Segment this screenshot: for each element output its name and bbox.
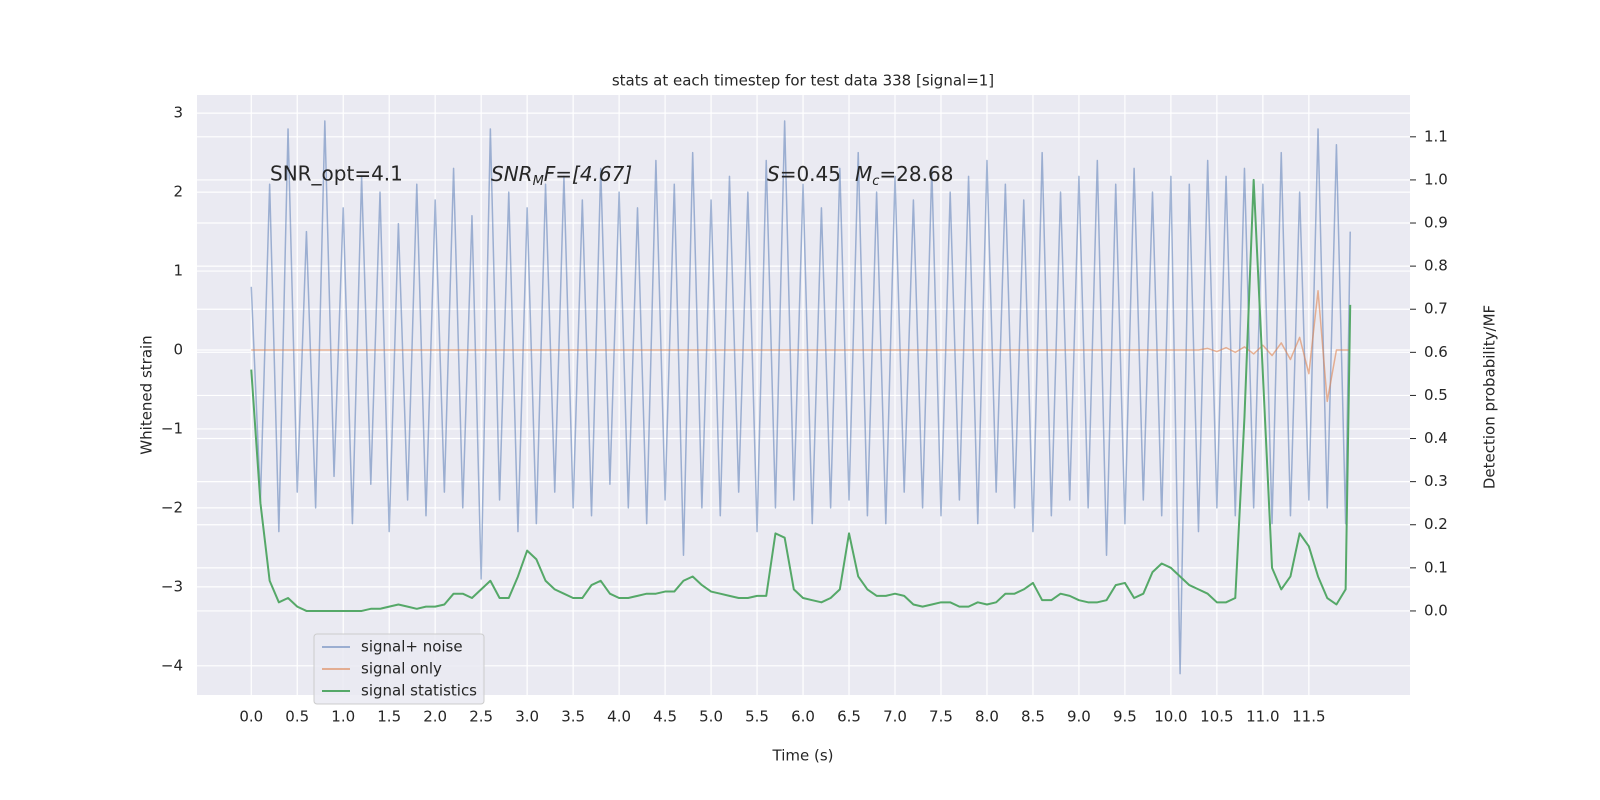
x-tick-label: 6.0	[791, 708, 815, 726]
x-tick-label: 9.5	[1113, 708, 1137, 726]
x-tick-label: 4.0	[607, 708, 631, 726]
y2-tick-label: 0.0	[1424, 601, 1448, 619]
y2-tick-label: 0.3	[1424, 472, 1448, 490]
y2-tick-label: 0.8	[1424, 257, 1448, 275]
y-tick-label: −4	[161, 656, 183, 674]
x-tick-label: 0.5	[285, 708, 309, 726]
legend: signal+ noise signal only signal statistic…	[313, 633, 485, 705]
y2-axis-label: Detection probability/MF	[1481, 305, 1499, 489]
annotation-part: =0.45	[780, 162, 841, 186]
x-tick-label: 3.5	[561, 708, 585, 726]
series-line	[250, 178, 1352, 612]
x-tick-label: 1.0	[331, 708, 355, 726]
annotation-part: M	[533, 174, 544, 189]
y-tick-label: 2	[173, 183, 183, 201]
annotation-part: SNR	[491, 162, 533, 186]
y-axis-label: Whitened strain	[138, 335, 156, 454]
x-tick-label: 7.5	[929, 708, 953, 726]
x-axis-label: Time (s)	[772, 747, 834, 765]
x-tick-label: 5.5	[745, 708, 769, 726]
series-line	[250, 120, 1351, 675]
annotation: SNRMF=[4.67]	[491, 162, 632, 189]
y2-tick-label: 0.7	[1424, 300, 1448, 318]
legend-label: signal statistics	[361, 682, 477, 700]
y-tick-label: −2	[161, 498, 183, 516]
x-tick-label: 5.0	[699, 708, 723, 726]
lines	[250, 120, 1352, 675]
x-tick-label: 2.0	[423, 708, 447, 726]
y2-tick-label: 0.6	[1424, 343, 1448, 361]
annotation-part: F=[4.67]	[544, 162, 632, 186]
y2-tick-label: 0.4	[1424, 429, 1448, 447]
x-tick-label: 9.0	[1067, 708, 1091, 726]
x-tick-label: 10.0	[1154, 708, 1187, 726]
x-tick-label: 10.5	[1200, 708, 1233, 726]
legend-label: signal+ noise	[361, 638, 463, 656]
x-tick-label: 3.0	[515, 708, 539, 726]
y-tick-label: 3	[173, 104, 183, 122]
chart-title: stats at each timestep for test data 338…	[612, 72, 994, 90]
x-tick-label: 7.0	[883, 708, 907, 726]
legend-box	[313, 633, 485, 705]
legend-label: signal only	[361, 660, 442, 678]
annotation-part: =28.68	[879, 162, 953, 186]
y-tick-label: 0	[173, 341, 183, 359]
x-tick-label: 0.0	[239, 708, 263, 726]
y-tick-label: −1	[161, 419, 183, 437]
annotation-part: c	[872, 174, 879, 189]
annotation-part: S	[767, 162, 780, 186]
x-tick-label: 11.0	[1246, 708, 1279, 726]
x-tick-label: 2.5	[469, 708, 493, 726]
y2-tick-label: 0.5	[1424, 386, 1448, 404]
y2-tick-label: 1.1	[1424, 127, 1448, 145]
y-tick-label: 1	[173, 262, 183, 280]
x-tick-label: 11.5	[1292, 708, 1325, 726]
series-line	[251, 290, 1351, 403]
x-tick-label: 8.0	[975, 708, 999, 726]
x-tick-label: 8.5	[1021, 708, 1045, 726]
annotation: S=0.45 Mc=28.68	[767, 162, 953, 189]
y2-tick-label: 0.2	[1424, 515, 1448, 533]
x-tick-label: 6.5	[837, 708, 861, 726]
x-tick-label: 4.5	[653, 708, 677, 726]
y2-tick-label: 0.9	[1424, 214, 1448, 232]
y-tick-label: −3	[161, 577, 183, 595]
x-tick-label: 1.5	[377, 708, 401, 726]
annotation: SNR_opt=4.1	[270, 162, 403, 186]
y2-tick-label: 0.1	[1424, 558, 1448, 576]
annotation-part: M	[855, 162, 872, 186]
y2-tick-label: 1.0	[1424, 170, 1448, 188]
